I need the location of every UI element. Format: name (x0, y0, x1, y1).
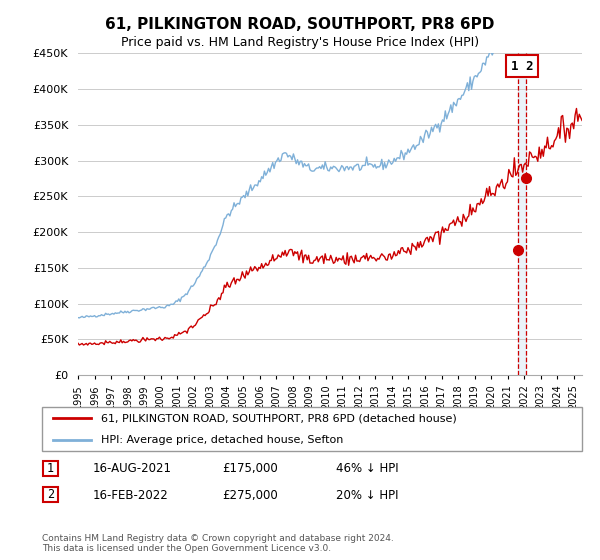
Text: Contains HM Land Registry data © Crown copyright and database right 2024.
This d: Contains HM Land Registry data © Crown c… (42, 534, 394, 553)
Bar (518, 53, 526, 375)
Text: 61, PILKINGTON ROAD, SOUTHPORT, PR8 6PD: 61, PILKINGTON ROAD, SOUTHPORT, PR8 6PD (106, 17, 494, 32)
Text: 46% ↓ HPI: 46% ↓ HPI (336, 462, 398, 475)
Text: Price paid vs. HM Land Registry's House Price Index (HPI): Price paid vs. HM Land Registry's House … (121, 36, 479, 49)
Text: £175,000: £175,000 (222, 462, 278, 475)
FancyBboxPatch shape (43, 487, 58, 502)
Text: HPI: Average price, detached house, Sefton: HPI: Average price, detached house, Seft… (101, 435, 344, 445)
Text: 1 2: 1 2 (511, 59, 533, 73)
FancyBboxPatch shape (43, 460, 58, 476)
Text: 20% ↓ HPI: 20% ↓ HPI (336, 488, 398, 502)
Text: 16-FEB-2022: 16-FEB-2022 (93, 488, 169, 502)
Text: 61, PILKINGTON ROAD, SOUTHPORT, PR8 6PD (detached house): 61, PILKINGTON ROAD, SOUTHPORT, PR8 6PD … (101, 413, 457, 423)
Text: 1: 1 (47, 461, 54, 475)
Text: 16-AUG-2021: 16-AUG-2021 (93, 462, 172, 475)
Text: 2: 2 (47, 488, 54, 501)
Text: £275,000: £275,000 (222, 488, 278, 502)
FancyBboxPatch shape (42, 407, 582, 451)
